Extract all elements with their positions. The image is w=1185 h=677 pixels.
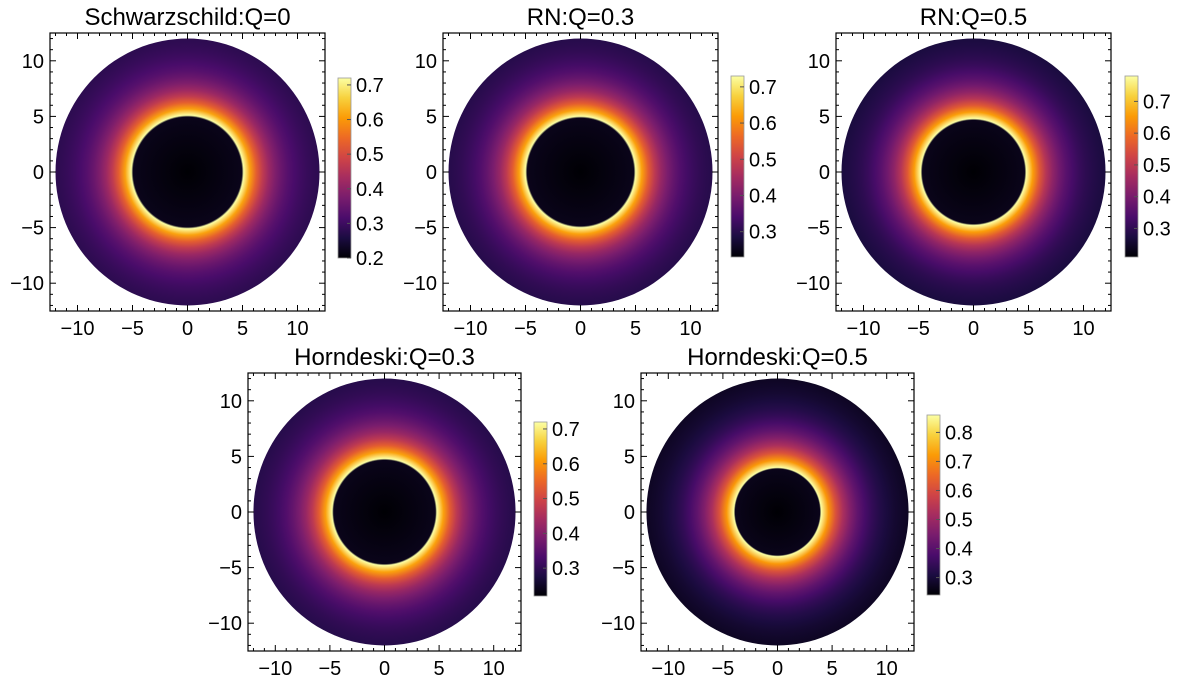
x-tick-label: 5 [237,318,248,340]
x-tick-label: −10 [847,318,881,340]
x-tick-label: 10 [876,658,898,677]
x-tick-label: 0 [379,658,390,677]
colorbar: 0.3 0.4 0.5 0.6 0.7 [533,419,580,597]
x-tick-label: 5 [1023,318,1034,340]
y-tick-label: −5 [21,218,44,240]
y-tick-label: −10 [796,273,830,295]
y-tick-label: 10 [22,51,44,73]
y-tick-label: −5 [219,558,242,580]
colorbar-tick-label: 0.2 [356,248,384,270]
x-tick-label: −5 [318,658,341,677]
y-tick-label: 10 [808,51,830,73]
colorbar-tick-label: 0.3 [945,568,973,590]
colorbar-tick-label: 0.8 [945,422,973,444]
y-tick-label: 10 [613,391,635,413]
y-tick-label: 0 [231,502,242,524]
colorbar: 0.3 0.4 0.5 0.6 0.7 [1124,75,1171,258]
colorbar-tick-label: 0.4 [749,185,777,207]
panel-2: RN:Q=0.3−10 −5 0 5 10−10−505100.30.40.50.60.… [403,4,777,340]
x-tick-label: −10 [651,658,685,677]
emission-disk [448,38,713,306]
colorbar-tick-label: 0.4 [1143,187,1171,209]
x-tick-label: −5 [907,318,930,340]
colorbar-tick-label: 0.5 [749,149,777,171]
colorbar-tick-label: 0.4 [552,523,580,545]
colorbar-tick-label: 0.5 [356,144,384,166]
panel-title: Schwarzschild:Q=0 [84,4,290,31]
y-tick-label: −10 [10,273,44,295]
x-tick-label: −10 [61,318,95,340]
colorbar-tick-label: 0.5 [1143,155,1171,177]
y-tick-label: −10 [601,613,635,635]
colorbar-tick-label: 0.7 [356,75,384,97]
panel-title: Horndeski:Q=0.5 [687,344,868,371]
y-tick-label: 10 [220,391,242,413]
colorbar-tick-label: 0.7 [749,77,777,99]
panel-3: RN:Q=0.5−10 −5 0 5 10−10−505100.30.40.50.60.… [796,4,1171,340]
panel-4: Horndeski:Q=0.3−10 −5 0 5 10−10−505100.30.40… [208,344,580,677]
panel-title: RN:Q=0.5 [920,4,1027,31]
x-tick-label: 10 [286,318,308,340]
colorbar-tick-label: 0.7 [945,451,973,473]
colorbar-tick-label: 0.6 [1143,123,1171,145]
x-tick-label: −5 [121,318,144,340]
x-tick-label: 5 [434,658,445,677]
emission-disk [253,378,516,646]
colorbar-tick-label: 0.6 [749,113,777,135]
colorbar-tick-label: 0.6 [945,480,973,502]
y-tick-label: 0 [33,162,44,184]
y-tick-label: 5 [426,106,437,128]
panel-5: Horndeski:Q=0.5−10 −5 0 5 10−10−505100.30.40… [601,344,973,677]
y-tick-label: −5 [414,218,437,240]
colorbar-tick-label: 0.7 [552,419,580,441]
y-tick-label: −5 [807,218,830,240]
y-tick-label: −10 [208,613,242,635]
x-tick-label: −5 [711,658,734,677]
x-tick-label: 0 [772,658,783,677]
x-tick-label: −10 [258,658,292,677]
y-tick-label: 0 [426,162,437,184]
panel-title: Horndeski:Q=0.3 [294,344,475,371]
x-tick-label: −5 [514,318,537,340]
x-tick-label: 0 [968,318,979,340]
y-tick-label: 0 [624,502,635,524]
y-tick-label: −10 [403,273,437,295]
colorbar-tick-label: 0.6 [356,110,384,132]
emission-disk [55,38,320,306]
colorbar-tick-label: 0.3 [552,558,580,580]
y-tick-label: 5 [33,106,44,128]
colorbar-tick-label: 0.5 [945,510,973,532]
colorbar-tick-label: 0.4 [945,539,973,561]
y-tick-label: 5 [624,446,635,468]
x-tick-label: 0 [182,318,193,340]
y-tick-label: 10 [415,51,437,73]
colorbar-tick-label: 0.5 [552,489,580,511]
x-tick-label: 0 [575,318,586,340]
colorbar-tick-label: 0.3 [749,222,777,244]
colorbar: 0.2 0.3 0.4 0.5 0.6 0.7 [337,75,384,270]
x-tick-label: 5 [630,318,641,340]
colorbar: 0.3 0.4 0.5 0.6 0.7 [730,75,777,258]
panel-1: Schwarzschild:Q=0−10 −5 0 5 10−10−505100.20.… [10,4,384,340]
colorbar-tick-label: 0.4 [356,179,384,201]
y-tick-label: −5 [612,558,635,580]
colorbar-tick-label: 0.7 [1143,91,1171,113]
colorbar-tick-label: 0.3 [356,213,384,235]
x-tick-label: 10 [483,658,505,677]
x-tick-label: −10 [454,318,488,340]
x-tick-label: 5 [827,658,838,677]
colorbar-tick-label: 0.3 [1143,218,1171,240]
colorbar-tick-label: 0.6 [552,454,580,476]
emission-disk [646,378,909,646]
y-tick-label: 0 [819,162,830,184]
y-tick-label: 5 [231,446,242,468]
y-tick-label: 5 [819,106,830,128]
x-tick-label: 10 [1072,318,1094,340]
x-tick-label: 10 [679,318,701,340]
emission-disk [841,38,1106,306]
panel-title: RN:Q=0.3 [527,4,634,31]
colorbar: 0.3 0.4 0.5 0.6 0.7 0.8 [926,414,973,596]
